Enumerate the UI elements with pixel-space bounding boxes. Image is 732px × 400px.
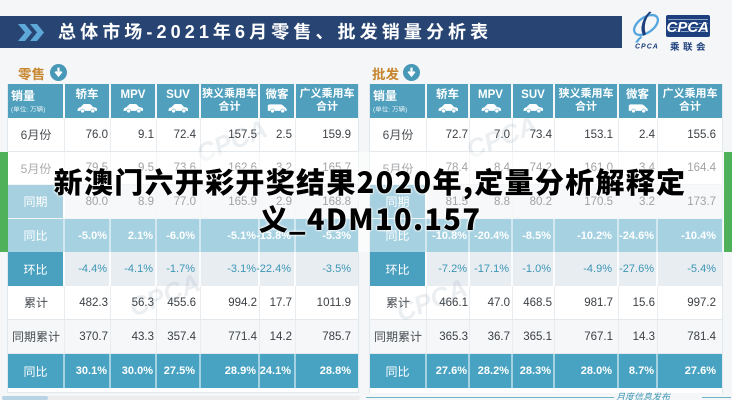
svg-text:CPCA: CPCA <box>667 19 710 36</box>
svg-text:CPCA: CPCA <box>635 44 659 51</box>
